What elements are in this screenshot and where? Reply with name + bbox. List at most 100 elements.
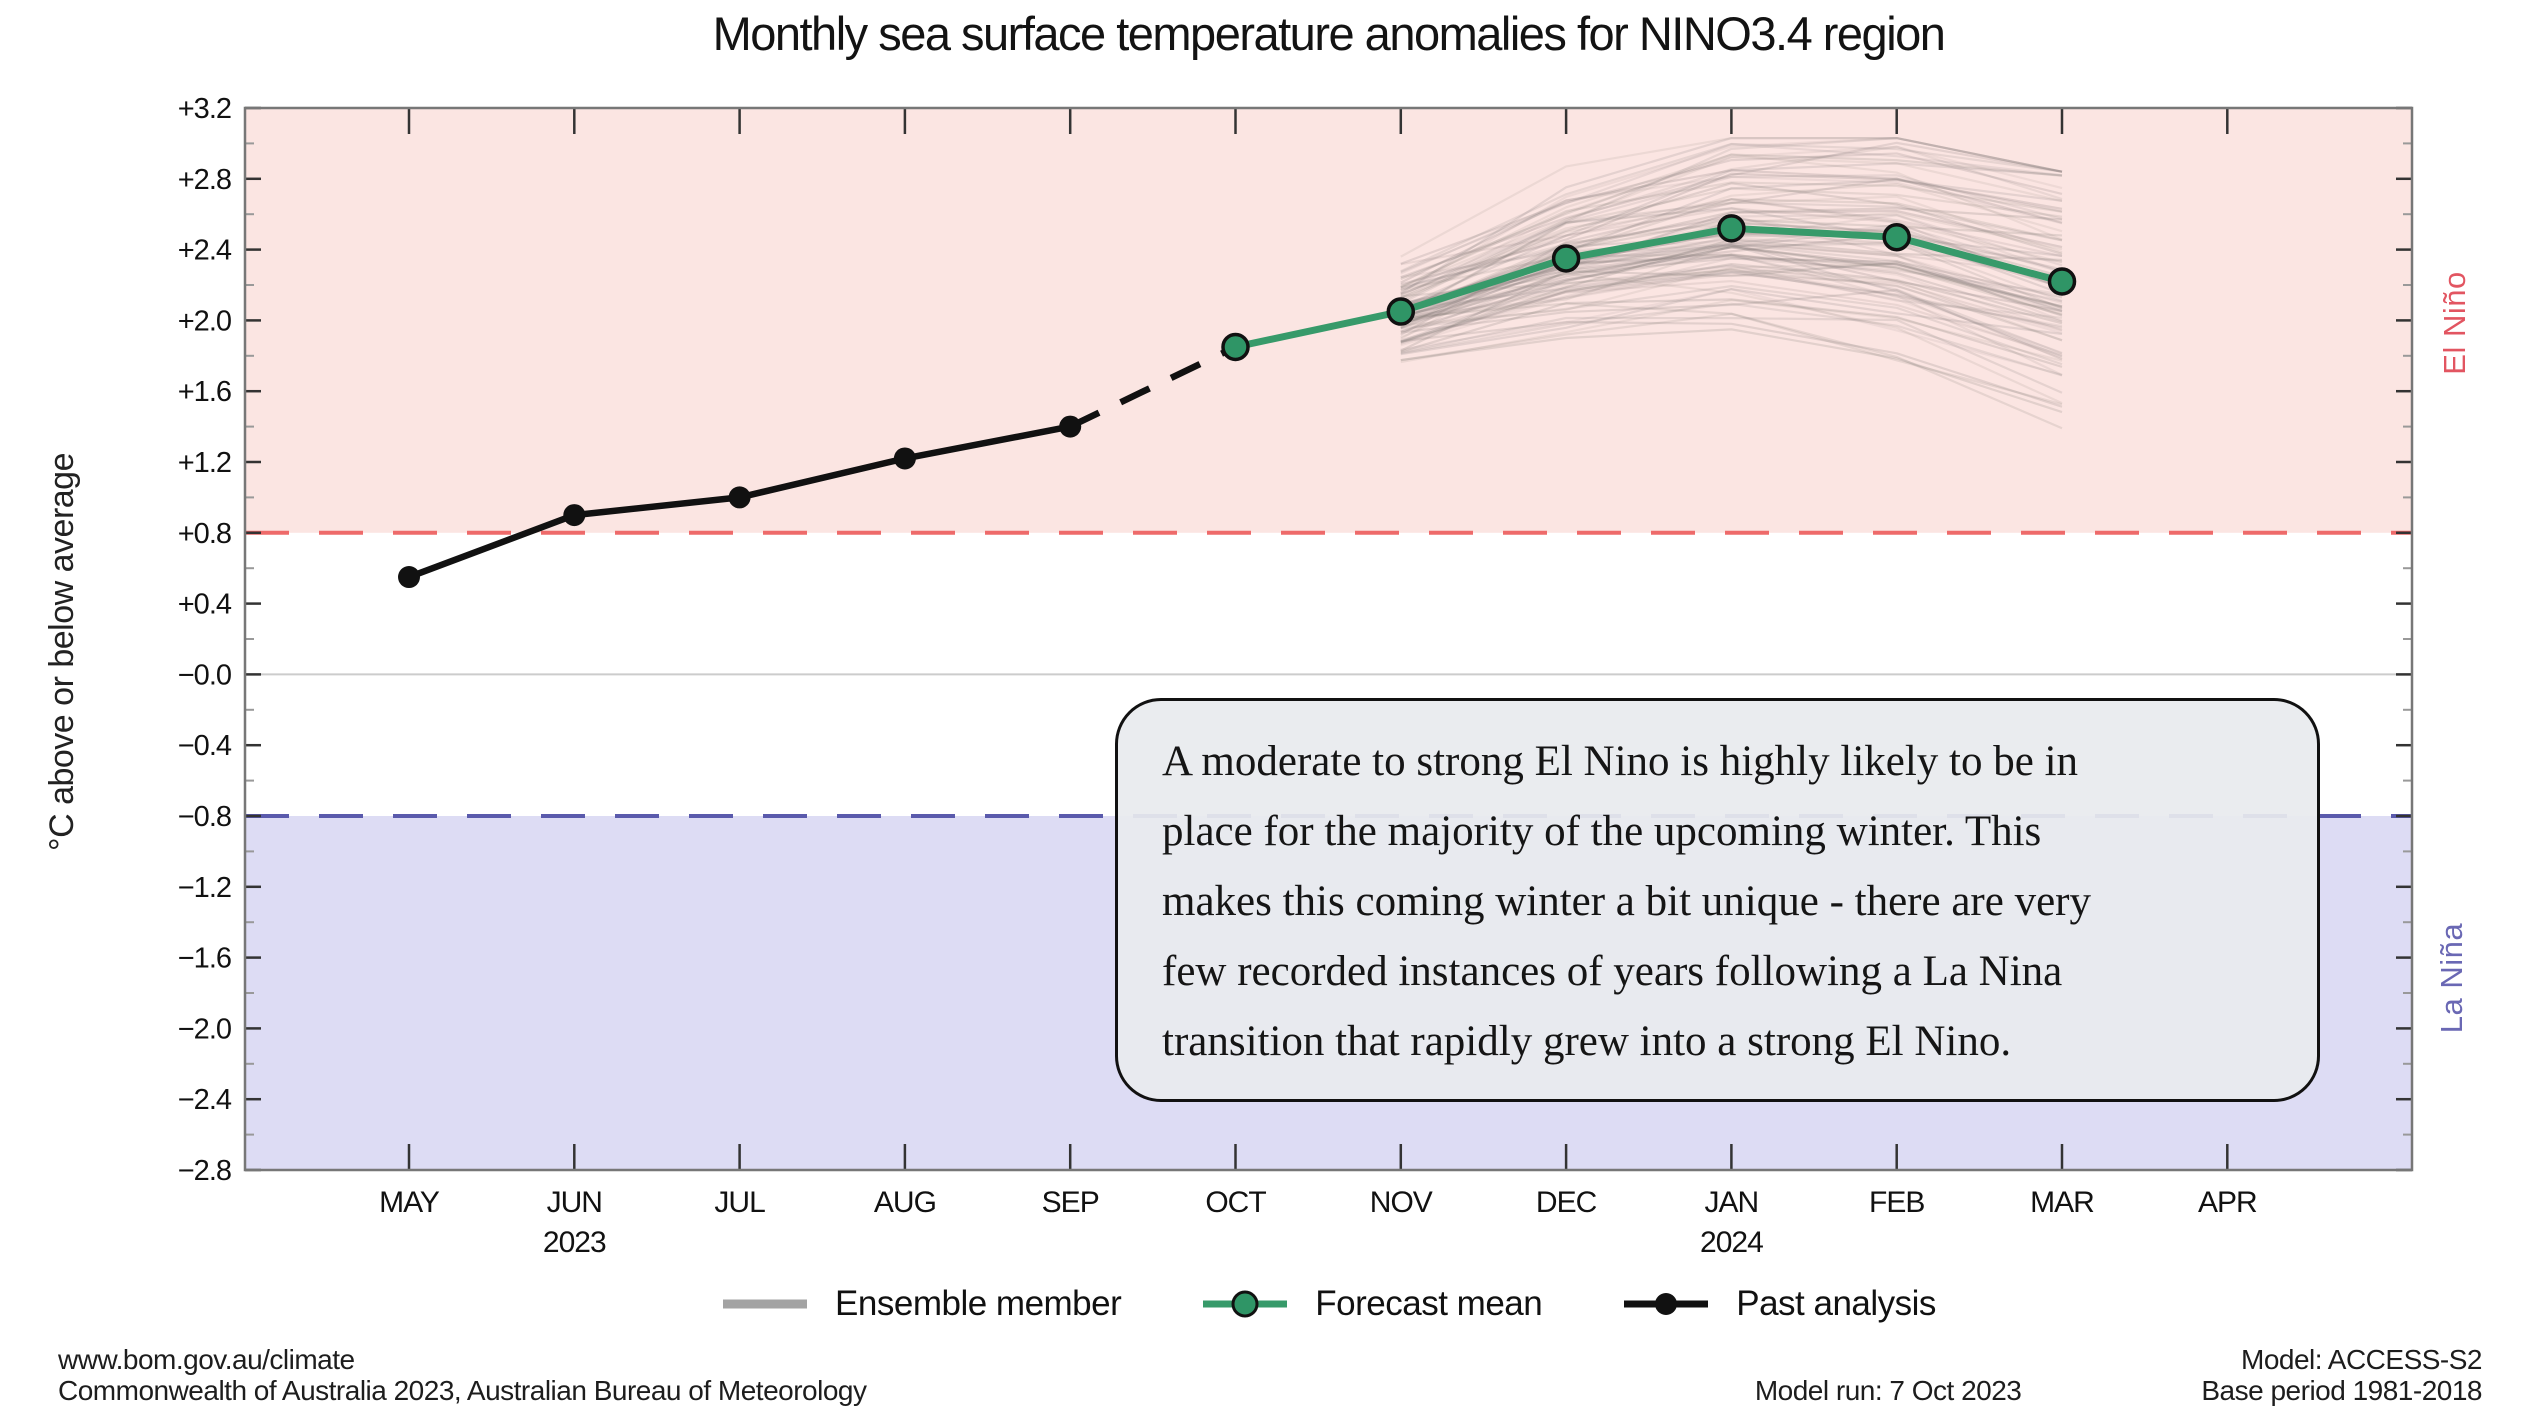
ensemble-member-line [1400, 257, 2063, 329]
ensemble-member-line [1400, 153, 2063, 289]
x-tick-label: NOV [1370, 1186, 1433, 1219]
ensemble-member-line [1400, 272, 2063, 405]
forecast-mean-point [1551, 244, 1581, 273]
forecast-mean-point [1717, 214, 1746, 243]
ensemble-member-line [1400, 270, 2063, 376]
y-tick-label: +3.2 [178, 93, 231, 125]
ensemble-member-line [1400, 254, 2063, 355]
ensemble-member-line [1400, 152, 2063, 265]
ensemble-member-line [1400, 179, 2063, 312]
ensemble-member-line [1400, 268, 2063, 359]
y-tick-label: +0.4 [178, 589, 232, 621]
legend-label-forecast: Forecast mean [1315, 1284, 1543, 1323]
plot-frame [243, 106, 2414, 1172]
chart-title: Monthly sea surface temperature anomalie… [712, 7, 1946, 60]
ensemble-member-line [1400, 320, 2063, 408]
ensemble-member-line [1400, 243, 2063, 322]
footer-attribution: www.bom.gov.au/climate Commonwealth of A… [58, 1344, 867, 1406]
y-tick-label: +2.8 [178, 164, 231, 196]
past-analysis-point [398, 566, 420, 589]
ensemble-member-line [1400, 288, 2063, 356]
annotation-line: place for the majority of the upcoming w… [1162, 808, 2042, 855]
ensemble-member-line [1400, 136, 2063, 258]
ensemble-member-line [1400, 257, 2063, 342]
past-analysis-point [563, 504, 586, 527]
annotation-line: makes this coming winter a bit unique - … [1162, 878, 2091, 925]
x-tick-label: JUN [547, 1186, 602, 1219]
x-tick-label: FEB [1869, 1186, 1924, 1219]
footer-model-info: Model run: 7 Oct 2023 Model: ACCESS-S2 B… [1755, 1344, 2483, 1406]
ensemble-member-line [1400, 302, 2063, 430]
forecast-mean-point [1882, 222, 1911, 252]
ensemble-member-line [1400, 241, 2063, 317]
chart-legend: Ensemble member Forecast mean Past analy… [245, 1276, 2412, 1332]
x-year-label: 2024 [1700, 1226, 1763, 1259]
y-tick-label: −0.0 [178, 659, 231, 691]
ensemble-member-line [1400, 145, 2063, 303]
la-nina-band-label: La Niña [2434, 922, 2469, 1034]
footer-copyright: Commonwealth of Australia 2023, Australi… [58, 1375, 867, 1406]
ensemble-member-line [1400, 174, 2063, 292]
y-tick-label: +1.6 [178, 376, 231, 408]
y-tick-label: −0.8 [178, 801, 231, 833]
legend-label-past: Past analysis [1736, 1284, 1936, 1323]
y-tick-label: +2.0 [178, 305, 231, 337]
x-tick-label: APR [2198, 1186, 2257, 1219]
legend-item-ensemble: Ensemble member [721, 1284, 1122, 1324]
ensemble-member-line [1400, 273, 2063, 345]
ensemble-member-line [1400, 243, 2063, 323]
y-tick-label: −2.8 [178, 1155, 231, 1187]
ensemble-member-line [1400, 242, 2063, 315]
ensemble-member-line [1400, 262, 2063, 344]
x-tick-label: MAY [379, 1186, 440, 1219]
ensemble-member-line [1400, 156, 2063, 289]
forecast-mean-point [2047, 267, 2077, 296]
annotation-line: few recorded instances of years followin… [1162, 948, 2063, 995]
ensemble-member-line [1400, 316, 2063, 394]
ensemble-member-line [1400, 223, 2063, 320]
forecast-mean-point [1221, 332, 1250, 362]
ensemble-member-line [1400, 225, 2063, 343]
ensemble-member-line [1400, 246, 2063, 333]
ensemble-member-line [1400, 198, 2063, 296]
x-tick-label: DEC [1536, 1186, 1597, 1219]
forecast-mean-line [1234, 224, 2063, 351]
ensemble-member-line [1400, 312, 2063, 406]
y-tick-label: +2.4 [178, 235, 232, 267]
ensemble-member-line [1400, 207, 2063, 290]
ensemble-member-line [1400, 136, 2063, 294]
ensemble-member-line [1400, 187, 2063, 316]
ensemble-member-line [1400, 209, 2063, 326]
ensemble-member-line [1400, 253, 2063, 325]
ensemble-member-line [1400, 262, 2063, 327]
el-nino-band [245, 108, 2412, 533]
ensemble-member-line [1400, 262, 2063, 343]
ensemble-member-line [1400, 142, 2063, 273]
past-analysis-point [1059, 415, 1082, 438]
el-nino-band-label: El Niño [2437, 271, 2472, 375]
ensemble-member-line [1400, 198, 2063, 315]
forecast-mean-point [1386, 297, 1416, 326]
ensemble-member-line [1400, 141, 2063, 279]
x-tick-label: OCT [1205, 1186, 1266, 1219]
past-analysis-dashed-link [1068, 344, 1237, 430]
ensemble-member-line [1400, 244, 2063, 321]
footer-model-block: Model: ACCESS-S2 Base period 1981-2018 [2201, 1344, 2482, 1406]
x-tick-label: AUG [874, 1186, 936, 1219]
x-tick-label: JUL [714, 1186, 765, 1219]
ensemble-member-line [1400, 269, 2063, 342]
ensemble-member-line [1400, 181, 2063, 288]
y-tick-label: −1.2 [178, 872, 231, 904]
legend-item-forecast: Forecast mean [1201, 1284, 1543, 1324]
ensemble-member-line [1400, 255, 2063, 330]
ensemble-member-line [1400, 268, 2063, 354]
ensemble-member-line [1400, 207, 2063, 315]
annotation-line: A moderate to strong El Nino is highly l… [1162, 738, 2079, 785]
footer-base-period: Base period 1981-2018 [2201, 1375, 2482, 1406]
ensemble-member-line [1400, 175, 2063, 275]
ensemble-member-line [1400, 201, 2063, 296]
past-analysis-point [893, 447, 916, 470]
ensemble-member-line [1400, 285, 2063, 366]
ensemble-member-line [1400, 136, 2063, 295]
y-tick-label: −1.6 [178, 943, 231, 975]
